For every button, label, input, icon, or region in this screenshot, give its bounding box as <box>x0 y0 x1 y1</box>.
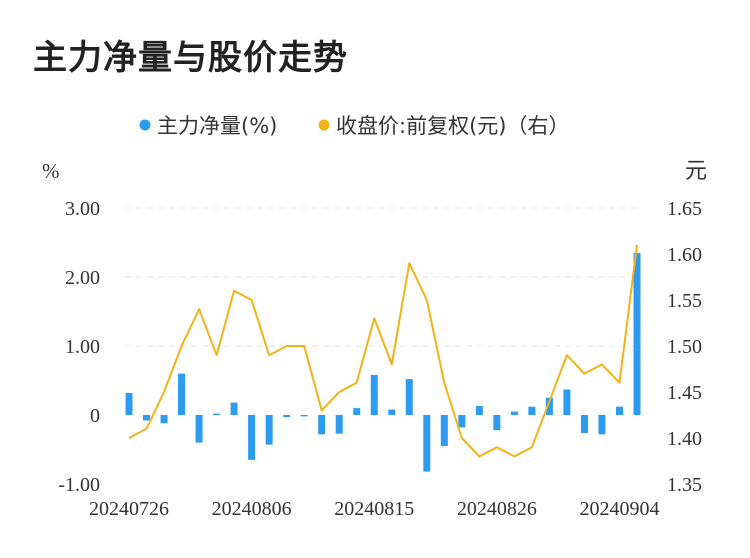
left-tick-label-4: -1.00 <box>58 474 100 496</box>
bar-7 <box>248 415 256 460</box>
legend: 主力净量(%) 收盘价:前复权(元)（右） <box>139 114 569 138</box>
legend-marker-0 <box>139 119 151 131</box>
bar-5 <box>213 413 221 415</box>
bar-29 <box>633 252 641 415</box>
right-tick-label-4: 1.45 <box>667 382 702 404</box>
bar-25 <box>563 389 571 415</box>
x-axis: 20240726 20240806 20240815 20240826 20240904 <box>89 498 659 520</box>
bar-17 <box>423 415 431 472</box>
bar-series <box>125 252 641 472</box>
left-tick-label-0: 3.00 <box>65 198 100 220</box>
bar-20 <box>475 406 483 415</box>
bar-16 <box>405 379 413 415</box>
bar-11 <box>318 415 326 435</box>
left-axis: %3.00 2.00 1.00 0 -1.00 <box>42 159 100 496</box>
bar-21 <box>493 415 501 431</box>
price-line <box>128 244 638 458</box>
legend-marker-1 <box>318 119 330 131</box>
x-tick-label-0: 20240726 <box>89 498 169 520</box>
x-tick-label-1: 20240806 <box>212 498 292 520</box>
bar-4 <box>195 415 203 443</box>
x-tick-label-4: 20240904 <box>579 498 659 520</box>
bar-2 <box>160 415 168 424</box>
bar-10 <box>300 415 308 417</box>
right-tick-label-6: 1.35 <box>667 474 702 496</box>
bar-27 <box>598 415 606 435</box>
bar-9 <box>283 415 291 418</box>
bar-6 <box>230 402 238 415</box>
bar-13 <box>353 408 361 415</box>
bar-19 <box>458 415 466 428</box>
right-tick-label-0: 1.65 <box>667 198 702 220</box>
bar-8 <box>265 415 273 445</box>
x-tick-label-2: 20240815 <box>334 498 414 520</box>
left-tick-label-3: 0 <box>90 405 100 427</box>
grid-lines <box>125 207 640 347</box>
left-axis-unit: % <box>42 159 60 183</box>
bar-28 <box>615 406 623 415</box>
bar-0 <box>125 392 133 415</box>
right-tick-label-5: 1.40 <box>667 428 702 450</box>
bar-23 <box>528 406 536 415</box>
right-axis-unit: 元 <box>685 159 707 184</box>
bar-24 <box>545 397 553 415</box>
bar-3 <box>178 373 186 415</box>
line-series <box>128 244 638 458</box>
bar-1 <box>143 415 151 421</box>
bar-15 <box>388 409 396 415</box>
bar-26 <box>580 415 588 433</box>
left-tick-label-1: 2.00 <box>65 267 100 289</box>
right-tick-label-3: 1.50 <box>667 336 702 358</box>
legend-label-0: 主力净量(%) <box>157 114 277 138</box>
legend-label-1: 收盘价:前复权(元)（右） <box>336 114 569 138</box>
left-tick-label-2: 1.00 <box>65 336 100 358</box>
bar-14 <box>370 374 378 415</box>
right-tick-label-2: 1.55 <box>667 290 702 312</box>
bar-22 <box>510 411 518 415</box>
bar-12 <box>335 415 343 434</box>
x-tick-label-3: 20240826 <box>457 498 537 520</box>
right-axis: 元 1.65 1.60 1.55 1.50 1.45 1.40 1.35 <box>667 159 707 496</box>
bar-18 <box>440 415 448 447</box>
chart-title: 主力净量与股价走势 <box>33 38 348 78</box>
right-tick-label-1: 1.60 <box>667 244 702 266</box>
